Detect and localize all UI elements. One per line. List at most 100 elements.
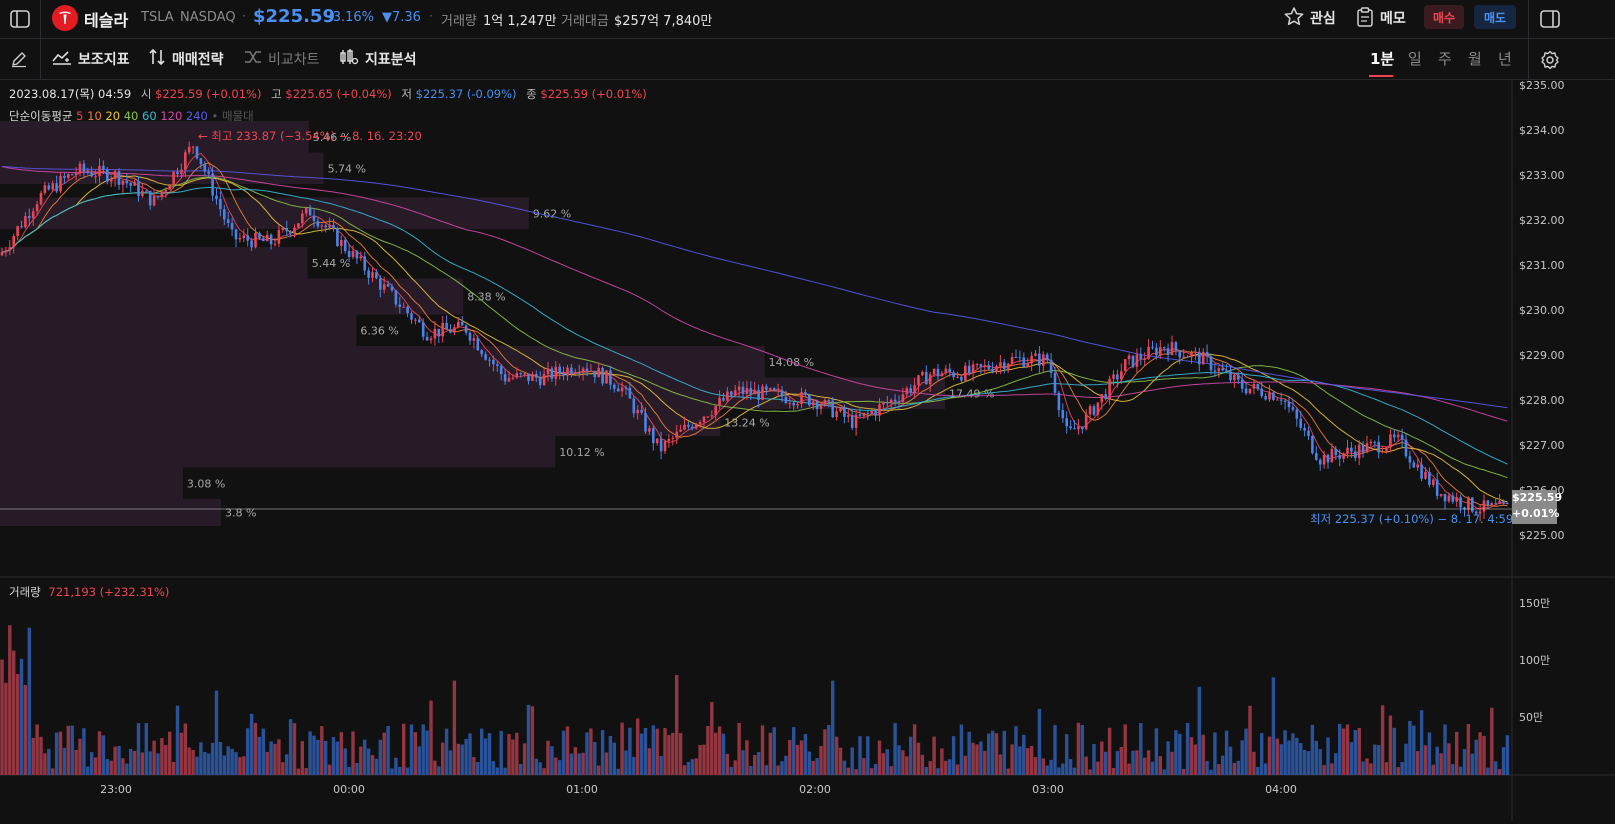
candle-body [866,412,870,414]
candle-body [1260,388,1263,397]
volume-bar [1205,760,1209,775]
volume-bar [468,733,472,775]
candle-body [1502,500,1505,504]
volume-bar [1295,737,1299,775]
volume-bar [659,756,663,775]
chart-area[interactable]: 5.46 % 5.74 % 9.62 % 5.44 % 8.38 % 6.36 % 14.0… [0,79,1615,821]
volume-bar [363,739,367,775]
candle-body [90,172,93,177]
candle-body [1104,394,1107,399]
period-week[interactable]: 주 [1438,50,1452,68]
candle-body [987,365,990,369]
close-value: $225.59 (+0.01%) [540,87,647,101]
candle-body [1198,351,1201,365]
period-month[interactable]: 월 [1468,50,1482,68]
y-axis-tick: $235.00 [1519,80,1565,92]
buy-button[interactable]: 매수 [1424,5,1464,29]
watch-button[interactable]: 관심 [1284,7,1336,29]
pencil-icon[interactable] [8,48,30,70]
volume-bar [148,751,152,775]
candle-body [1026,363,1029,367]
volume-bar [678,733,683,775]
candle-body [55,183,58,192]
candle-body [847,415,850,417]
volume-bar [1310,724,1315,775]
volume-bar [1279,744,1283,775]
volume-bar [1455,731,1459,775]
volume-bar [93,757,98,775]
volume-bar [1026,748,1030,775]
candle-body [1381,451,1384,453]
compare-button[interactable]: 비교차트 [244,48,320,70]
volume-bar [452,680,457,775]
volume-bar [530,706,535,775]
volume-bar [788,739,792,775]
volume-bar [1275,738,1279,775]
candle-body [975,364,979,366]
volume-bar [967,731,971,775]
volume-bar [1143,757,1147,775]
indicators-button[interactable]: 보조지표 [52,48,130,70]
settings-gear-icon[interactable] [1538,48,1562,72]
period-1min[interactable]: 1분 [1370,50,1395,68]
volume-bar [1088,769,1092,775]
candle-body [102,165,105,170]
candle-body [925,371,928,385]
candle-body [749,388,753,395]
candle-body [1225,370,1228,372]
candle-body [1318,459,1322,465]
candle-body [133,181,136,186]
stock-name: 테슬라 [84,11,129,30]
candle-body [886,402,889,404]
open-label: 시 [140,87,152,101]
candle-body [1151,346,1154,348]
candle-body [1088,406,1092,415]
volume-bar [569,753,574,775]
volume-bar [1178,733,1182,775]
volume-bar [483,738,488,775]
candle-body [901,394,905,402]
current-price: $225.59 [253,6,335,27]
candle-body [1116,374,1119,380]
volume-bar [1260,733,1264,775]
candle-body [593,370,597,378]
candle-body [1018,357,1022,359]
candle-body [1084,414,1088,429]
candle-body [710,415,714,417]
volume-bar [1271,677,1276,775]
volume-axis-tick: 50만 [1519,711,1543,724]
candle-body [74,172,78,175]
sell-button[interactable]: 매도 [1474,5,1516,29]
panel-toggle-icon[interactable] [1538,7,1562,31]
volume-bar [1068,759,1073,775]
candle-body [230,223,234,230]
x-axis-tick: 03:00 [1032,783,1064,796]
candle-body [191,146,195,148]
period-day[interactable]: 일 [1408,50,1422,68]
period-year[interactable]: 년 [1498,50,1512,68]
volume-bar [1345,724,1350,775]
strategy-label: 매매전략 [172,52,224,68]
ma-legend-row[interactable]: 단순이동평균 5 10 20 40 60 120 240 • 매물대 [9,108,254,124]
candle-body [211,173,214,196]
candle-body [546,368,550,375]
volume-bar [858,736,862,775]
candle-body [359,256,363,259]
volume-bar [1447,743,1451,775]
volume-bar [413,732,418,775]
candle-body [1299,418,1302,428]
sidebar-toggle-icon[interactable] [8,7,32,31]
strategy-button[interactable]: 매매전략 [148,48,224,70]
candle-body [753,389,756,395]
candle-body [98,165,101,177]
price-chart[interactable]: 5.46 %5.74 %9.62 %5.44 %8.38 %6.36 %14.0… [0,79,1615,821]
volume-bar [1330,763,1334,775]
candle-body [1065,418,1068,427]
memo-button[interactable]: 메모 [1356,6,1406,29]
volume-profile-label: 5.46 % [313,131,351,144]
volume-profile-label: 5.74 % [328,162,366,175]
volume-bar [577,753,581,775]
volume-bar [1408,720,1412,775]
volume-bar [448,750,453,775]
analysis-button[interactable]: 지표분석 [339,48,417,70]
